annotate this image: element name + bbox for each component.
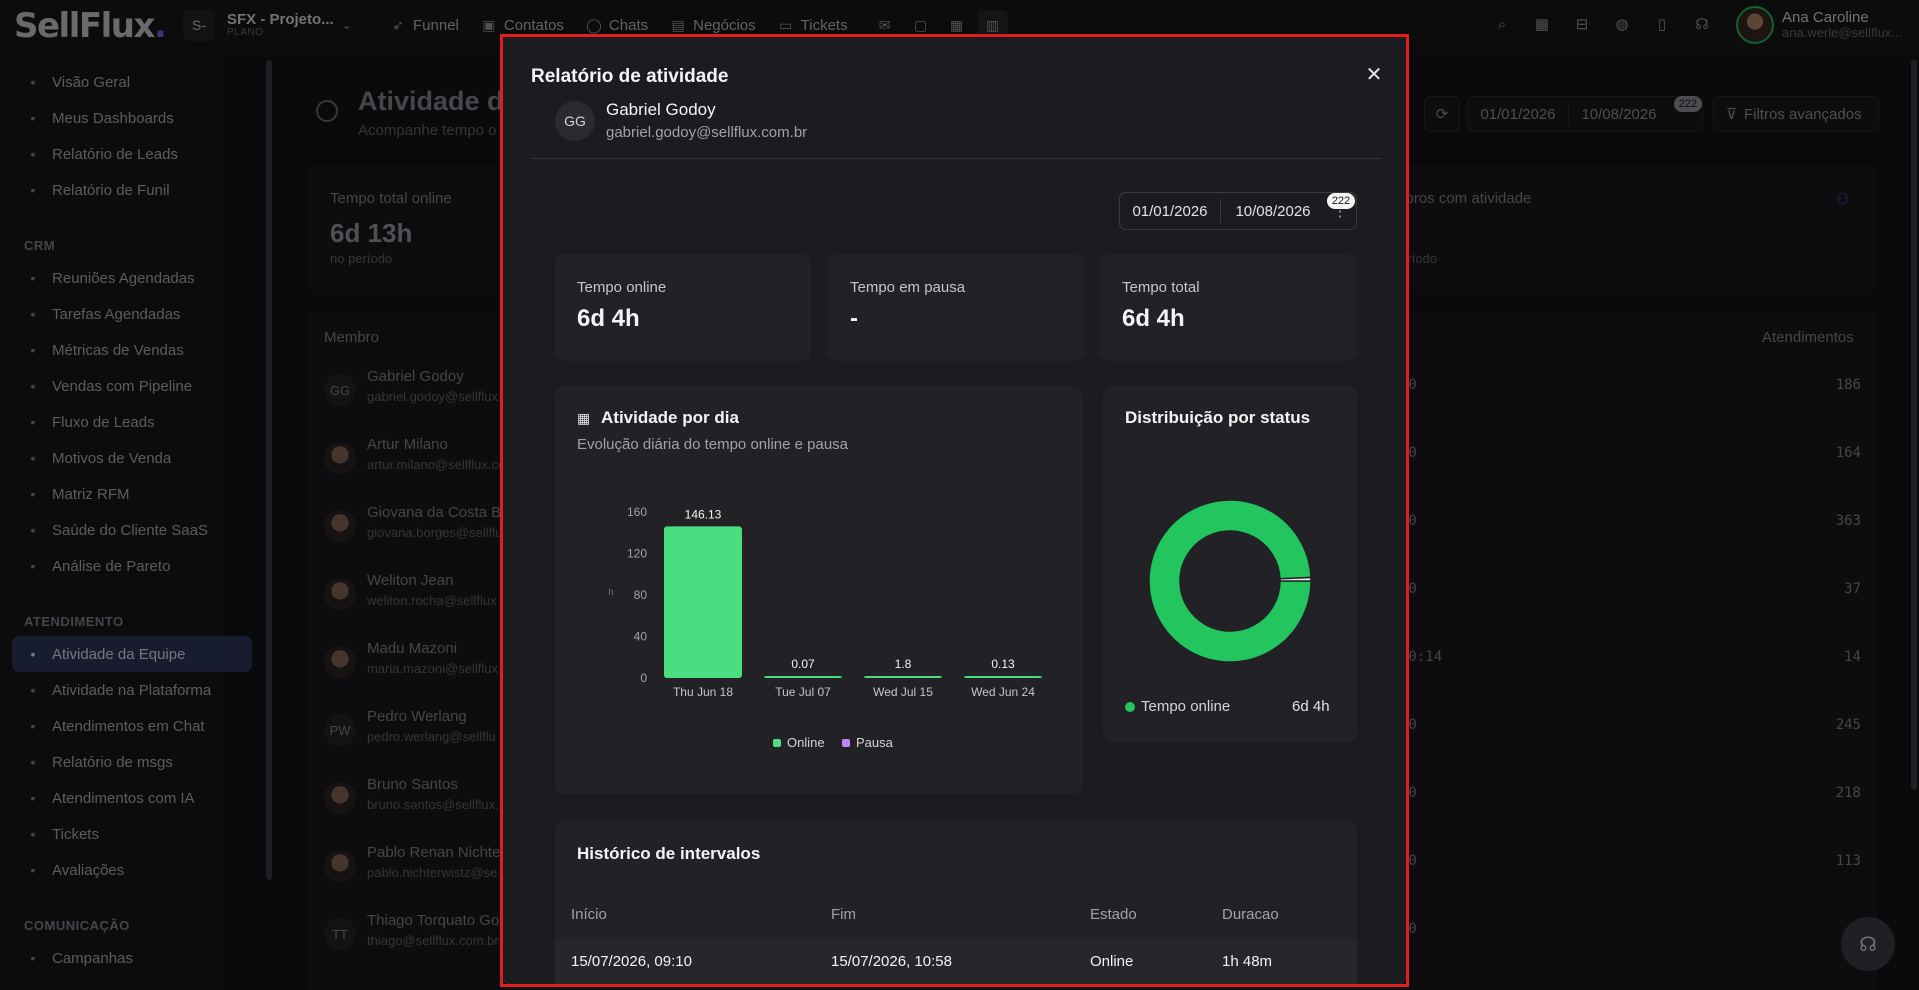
activity-subtitle: Evolução diária do tempo online e pausa xyxy=(577,436,849,453)
daily-activity-chart: 0 40 80 120 160 h 146.13 Thu Jun 18 0.07 Tue Jul … xyxy=(608,505,1042,699)
col-duration: Duracao xyxy=(1222,906,1279,923)
x-tick-label: Tue Jul 07 xyxy=(775,685,831,699)
status-legend: Tempo online xyxy=(1125,698,1230,715)
y-tick-label: 120 xyxy=(627,547,647,561)
row-duration: 1h 48m xyxy=(1222,953,1273,970)
activity-chart-panel: ▦ Atividade por dia Evolução diária do t… xyxy=(555,386,1083,794)
modal-title: Relatório de atividade xyxy=(531,66,729,87)
calendar-icon: ▦ xyxy=(577,410,591,426)
table-row[interactable]: 15/07/2026, 09:10 15/07/2026, 10:58 Onli… xyxy=(555,939,1357,983)
y-tick-label: 80 xyxy=(634,588,648,602)
bar-value-label: 0.07 xyxy=(791,657,815,671)
member-email: gabriel.godoy@sellflux.com.br xyxy=(606,124,808,141)
col-end: Fim xyxy=(831,906,856,923)
bar-value-label: 146.13 xyxy=(685,507,722,521)
stat-value: 6d 4h xyxy=(577,305,640,332)
y-tick-label: 0 xyxy=(640,671,647,685)
stat-label: Tempo em pausa xyxy=(850,279,966,296)
stat-label: Tempo total xyxy=(1122,279,1200,296)
col-state: Estado xyxy=(1090,906,1137,923)
bar-value-label: 1.8 xyxy=(895,657,912,671)
bar-online[interactable] xyxy=(664,526,742,678)
date-count-badge: 222 xyxy=(1327,193,1355,209)
x-tick-label: Wed Jul 15 xyxy=(873,685,933,699)
stat-value: - xyxy=(850,305,858,332)
status-legend-label: Tempo online xyxy=(1141,698,1231,715)
date-from: 01/01/2026 xyxy=(1132,202,1208,220)
modal-date-range[interactable]: 01/01/2026 10/08/2026 ⋮ xyxy=(1119,192,1357,230)
status-distribution-panel: Distribuição por status Tempo online 6d … xyxy=(1103,386,1357,742)
legend-online: Online xyxy=(773,735,825,750)
legend-pause: Pausa xyxy=(842,735,893,750)
x-tick-label: Thu Jun 18 xyxy=(673,685,733,699)
donut-slice[interactable] xyxy=(1148,499,1312,663)
stat-value: 6d 4h xyxy=(1122,305,1185,332)
bar-online[interactable] xyxy=(964,676,1042,678)
status-title: Distribuição por status xyxy=(1125,408,1311,427)
bar-value-label: 0.13 xyxy=(991,657,1015,671)
x-tick-label: Wed Jun 24 xyxy=(971,685,1035,699)
history-title: Histórico de intervalos xyxy=(577,844,761,863)
stat-online: Tempo online 6d 4h xyxy=(555,254,811,361)
divider xyxy=(531,158,1382,159)
activity-report-modal: Relatório de atividade ✕ GG Gabriel Godo… xyxy=(502,35,1407,985)
status-legend-value: 6d 4h xyxy=(1292,698,1330,715)
member-avatar: GG xyxy=(555,101,595,141)
stat-label: Tempo online xyxy=(577,279,667,296)
bar-online[interactable] xyxy=(764,676,842,678)
stat-pause: Tempo em pausa - xyxy=(828,254,1084,361)
member-name: Gabriel Godoy xyxy=(606,100,716,119)
status-donut-chart xyxy=(1148,499,1312,663)
y-tick-label: 40 xyxy=(634,630,648,644)
col-start: Início xyxy=(571,906,607,923)
row-start: 15/07/2026, 09:10 xyxy=(571,953,692,970)
donut-slice[interactable] xyxy=(1279,576,1312,582)
bar-online[interactable] xyxy=(864,676,942,678)
y-tick-label: 160 xyxy=(627,505,647,519)
y-axis-label: h xyxy=(608,587,613,597)
activity-title: Atividade por dia xyxy=(601,408,739,427)
date-to: 10/08/2026 xyxy=(1235,202,1311,220)
close-icon[interactable]: ✕ xyxy=(1365,63,1383,86)
stat-total: Tempo total 6d 4h xyxy=(1100,254,1356,361)
row-state: Online xyxy=(1090,953,1134,970)
row-end: 15/07/2026, 10:58 xyxy=(831,953,952,970)
